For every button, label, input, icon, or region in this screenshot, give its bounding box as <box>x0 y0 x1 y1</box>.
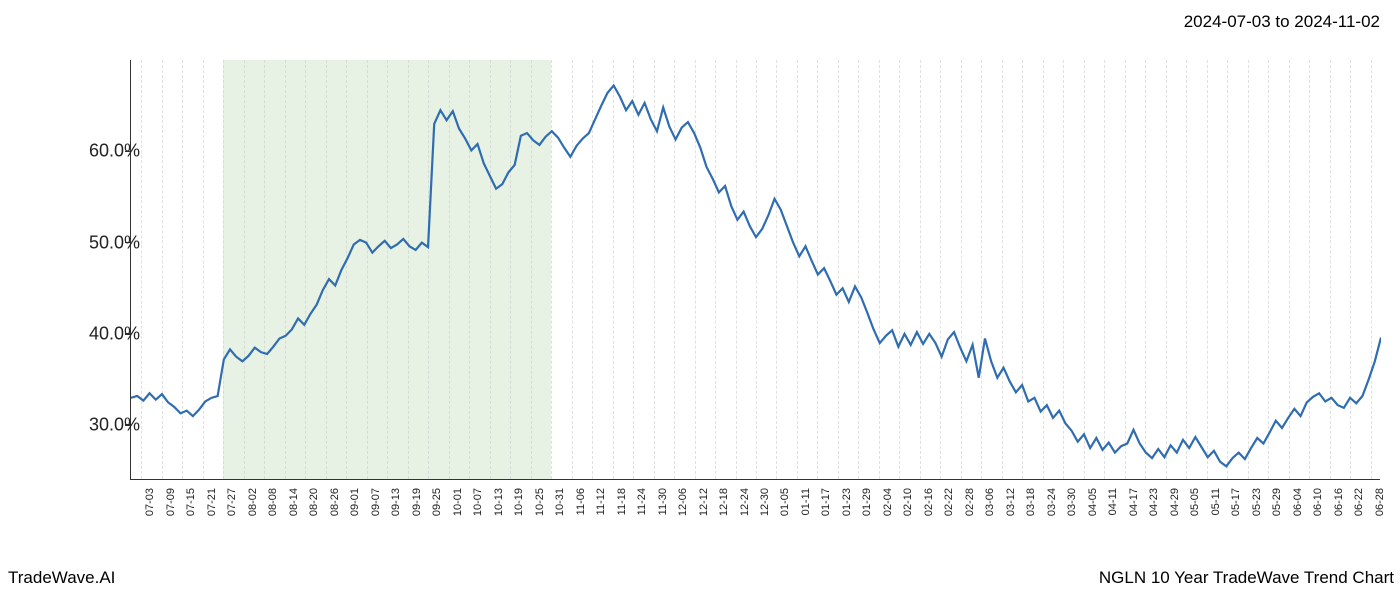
x-axis-label: 04-11 <box>1107 488 1119 515</box>
x-axis-label: 05-05 <box>1189 488 1201 516</box>
x-axis-label: 02-28 <box>964 488 976 516</box>
x-axis-label: 09-19 <box>411 488 423 516</box>
x-axis-label: 01-29 <box>861 488 873 516</box>
x-axis-label: 11-30 <box>657 488 669 515</box>
x-axis-label: 10-25 <box>534 488 546 516</box>
x-axis-label: 09-25 <box>431 488 443 516</box>
y-axis-label: 60.0% <box>89 141 140 162</box>
x-axis-label: 03-06 <box>984 488 996 516</box>
x-axis-label: 08-20 <box>308 488 320 516</box>
line-chart-svg <box>131 60 1381 480</box>
footer-brand: TradeWave.AI <box>8 568 115 588</box>
x-axis-label: 05-17 <box>1230 488 1242 516</box>
x-axis-label: 04-29 <box>1169 488 1181 516</box>
x-axis-label: 03-24 <box>1046 488 1058 516</box>
x-axis-label: 02-10 <box>902 488 914 516</box>
x-axis-label: 03-12 <box>1005 488 1017 516</box>
x-axis-label: 06-04 <box>1292 488 1304 516</box>
y-axis-label: 50.0% <box>89 232 140 253</box>
x-axis-label: 10-19 <box>513 488 525 516</box>
x-axis-label: 07-09 <box>165 488 177 516</box>
chart-plot-area <box>130 60 1380 480</box>
x-axis-label: 02-04 <box>882 488 894 516</box>
x-axis-label: 07-21 <box>206 488 218 516</box>
data-series-line <box>131 86 1381 467</box>
x-axis-label: 12-06 <box>677 488 689 516</box>
x-axis-label: 07-27 <box>226 488 238 516</box>
x-axis-label: 05-11 <box>1210 488 1222 515</box>
date-range-label: 2024-07-03 to 2024-11-02 <box>1184 12 1380 32</box>
x-axis-label: 10-31 <box>554 488 566 516</box>
x-axis-label: 05-23 <box>1251 488 1263 516</box>
x-axis-label: 12-18 <box>718 488 730 516</box>
x-axis-label: 01-23 <box>841 488 853 516</box>
x-axis-label: 08-14 <box>288 488 300 516</box>
x-axis-label: 06-16 <box>1333 488 1345 516</box>
x-axis-label: 04-05 <box>1087 488 1099 516</box>
x-axis-label: 01-17 <box>820 488 832 516</box>
x-axis-label: 10-01 <box>452 488 464 516</box>
x-axis-label: 06-22 <box>1353 488 1365 516</box>
x-axis-label: 09-13 <box>390 488 402 516</box>
x-axis-label: 02-16 <box>923 488 935 516</box>
x-axis-label: 08-26 <box>329 488 341 516</box>
x-axis-label: 12-24 <box>739 488 751 516</box>
x-axis-label: 11-18 <box>616 488 628 515</box>
x-axis-label: 01-05 <box>779 488 791 516</box>
x-axis-label: 05-29 <box>1271 488 1283 516</box>
x-axis-label: 09-01 <box>349 488 361 516</box>
x-axis-label: 08-08 <box>267 488 279 516</box>
x-axis-label: 03-18 <box>1025 488 1037 516</box>
y-axis-label: 30.0% <box>89 415 140 436</box>
x-axis-label: 03-30 <box>1066 488 1078 516</box>
x-axis-label: 09-07 <box>370 488 382 516</box>
x-axis-label: 11-06 <box>575 488 587 515</box>
x-axis-label: 04-23 <box>1148 488 1160 516</box>
x-axis-label: 08-02 <box>247 488 259 516</box>
x-axis-label: 02-22 <box>943 488 955 516</box>
x-axis-label: 06-28 <box>1374 488 1386 516</box>
x-axis-label: 12-30 <box>759 488 771 516</box>
x-axis-label: 07-03 <box>144 488 156 516</box>
x-axis-label: 11-12 <box>595 488 607 515</box>
footer-chart-title: NGLN 10 Year TradeWave Trend Chart <box>1099 568 1394 588</box>
x-axis-label: 12-12 <box>698 488 710 516</box>
x-axis-label: 06-10 <box>1312 488 1324 516</box>
x-axis-label: 07-15 <box>185 488 197 516</box>
y-axis-label: 40.0% <box>89 323 140 344</box>
x-axis-label: 04-17 <box>1128 488 1140 516</box>
x-axis-label: 10-13 <box>493 488 505 516</box>
x-axis-label: 11-24 <box>636 488 648 515</box>
x-axis-label: 01-11 <box>800 488 812 515</box>
x-axis-label: 10-07 <box>472 488 484 516</box>
